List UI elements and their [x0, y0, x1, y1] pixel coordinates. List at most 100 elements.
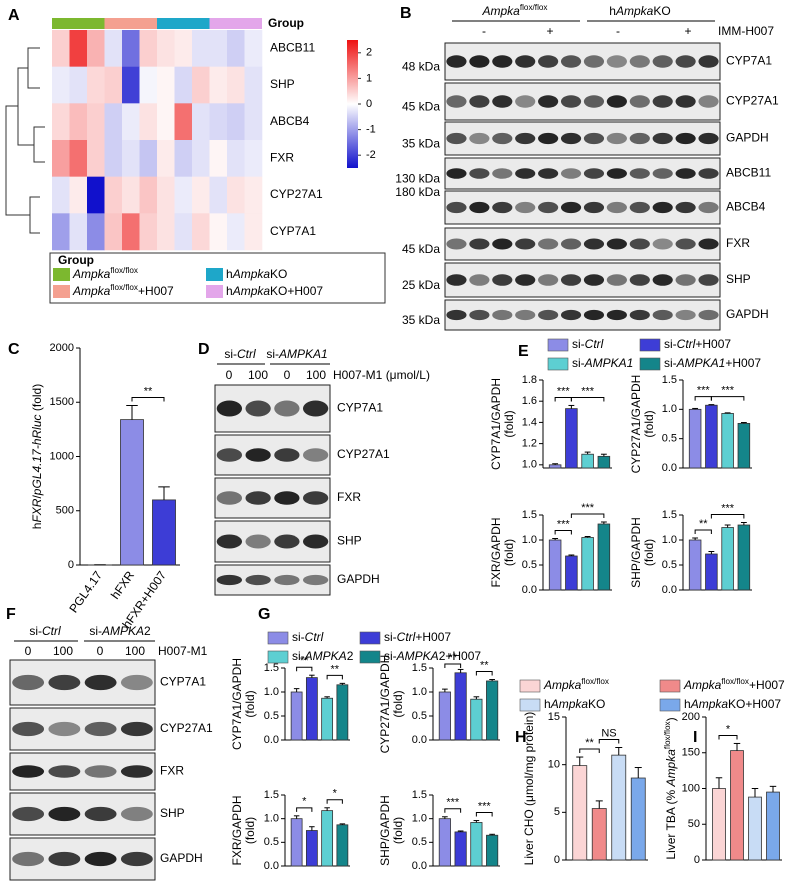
row-label: CYP7A1	[270, 224, 316, 238]
heat-cell	[244, 213, 263, 251]
bar	[336, 824, 349, 867]
heat-cell	[244, 103, 263, 141]
band	[698, 309, 719, 321]
text-part: +H007	[725, 356, 761, 370]
bar	[438, 818, 451, 867]
heat-cell	[209, 66, 228, 104]
protein-label: CYP27A1	[337, 447, 390, 461]
y-tick-label: 0.0	[662, 584, 677, 596]
band	[12, 721, 45, 737]
band	[84, 721, 117, 737]
legend-swatch	[547, 357, 569, 371]
band	[245, 574, 271, 586]
heat-cell	[174, 213, 193, 251]
band	[274, 448, 300, 462]
y-tick-label: 0.0	[412, 734, 427, 746]
y-tick-label: 1.0	[662, 534, 677, 546]
heat-cell	[174, 103, 193, 141]
band	[446, 238, 467, 250]
heat-cell	[122, 103, 140, 141]
row-label: FXR	[270, 151, 294, 165]
protein-label: FXR	[337, 490, 361, 504]
y-axis-label: (fold)	[243, 817, 257, 844]
text-part: (fold)	[30, 384, 44, 415]
band	[629, 55, 650, 68]
heat-cell	[227, 213, 245, 251]
text-part: KO	[588, 697, 605, 711]
band	[698, 274, 719, 286]
text-part: AMPKA	[304, 649, 347, 663]
band	[120, 806, 153, 822]
text-part: AMPKA1	[676, 356, 726, 370]
y-axis-label: FXR/GAPDH	[230, 795, 244, 865]
significance-label: *	[726, 723, 731, 735]
band	[606, 95, 627, 108]
y-axis-label: hFXR/pGL4.17-hRluc (fold)	[30, 384, 44, 529]
y-tick-label: 0.5	[412, 836, 427, 848]
band	[446, 95, 467, 108]
dendrogram	[5, 47, 45, 234]
y-tick-label: 0	[694, 854, 700, 866]
band	[538, 132, 559, 145]
bar	[565, 555, 578, 591]
y-tick-label: 0.0	[662, 462, 677, 474]
band	[245, 491, 271, 505]
band	[446, 55, 467, 68]
y-axis-label: (fold)	[243, 690, 257, 717]
band	[446, 309, 467, 321]
text-part: si-	[384, 630, 397, 644]
marker-label: 45 kDa	[402, 242, 440, 256]
y-tick-label: 1.2	[522, 438, 537, 450]
y-tick-label: 0.5	[662, 559, 677, 571]
protein-label: ABCB11	[726, 166, 771, 180]
bar	[630, 777, 646, 861]
heat-cell	[87, 213, 105, 251]
treatment-sign: -	[616, 24, 620, 38]
text-part: +H007	[695, 337, 731, 351]
band	[560, 274, 582, 286]
band	[469, 201, 490, 214]
band	[698, 168, 719, 179]
protein-label: SHP	[160, 806, 185, 820]
text-part: Ctrl	[305, 630, 324, 644]
bar	[548, 539, 562, 591]
dose-label: 0	[25, 644, 32, 658]
y-tick-label: 500	[56, 505, 74, 517]
blot	[444, 299, 721, 331]
text-part: Ampka	[543, 678, 582, 692]
significance-label: **	[699, 518, 708, 530]
significance-bracket	[296, 807, 313, 812]
heat-cell	[139, 30, 158, 67]
bar	[321, 810, 334, 867]
legend-label: si-AMPKA1+H007	[664, 356, 761, 370]
heat-cell	[69, 140, 88, 177]
bar	[565, 408, 578, 469]
bar	[438, 691, 451, 741]
text-part: h	[684, 697, 691, 711]
band	[216, 448, 243, 462]
heat-cell	[69, 103, 88, 141]
band	[652, 274, 673, 286]
significance-label: **	[330, 663, 339, 675]
protein-label: GAPDH	[726, 131, 769, 145]
y-tick-label: 0.5	[412, 710, 427, 722]
text-part: Ampka	[683, 678, 722, 692]
band	[48, 674, 81, 691]
heat-cell	[122, 66, 140, 104]
band	[302, 491, 329, 505]
band	[606, 168, 627, 179]
band	[560, 309, 582, 321]
text-part: Ampka	[481, 4, 520, 18]
group-title: Group	[268, 16, 304, 30]
heat-cell	[192, 140, 210, 177]
dose-label: 0	[284, 368, 291, 382]
text-part: flox/flox	[721, 677, 749, 686]
bar	[748, 796, 762, 861]
heat-cell	[227, 103, 245, 141]
marker-label: 180 kDa	[395, 185, 440, 199]
heat-cell	[209, 103, 228, 141]
y-tick-label: 1500	[50, 396, 74, 408]
band	[538, 55, 559, 68]
y-tick-label: 15	[548, 711, 560, 723]
text-part: Ampka	[690, 697, 729, 711]
